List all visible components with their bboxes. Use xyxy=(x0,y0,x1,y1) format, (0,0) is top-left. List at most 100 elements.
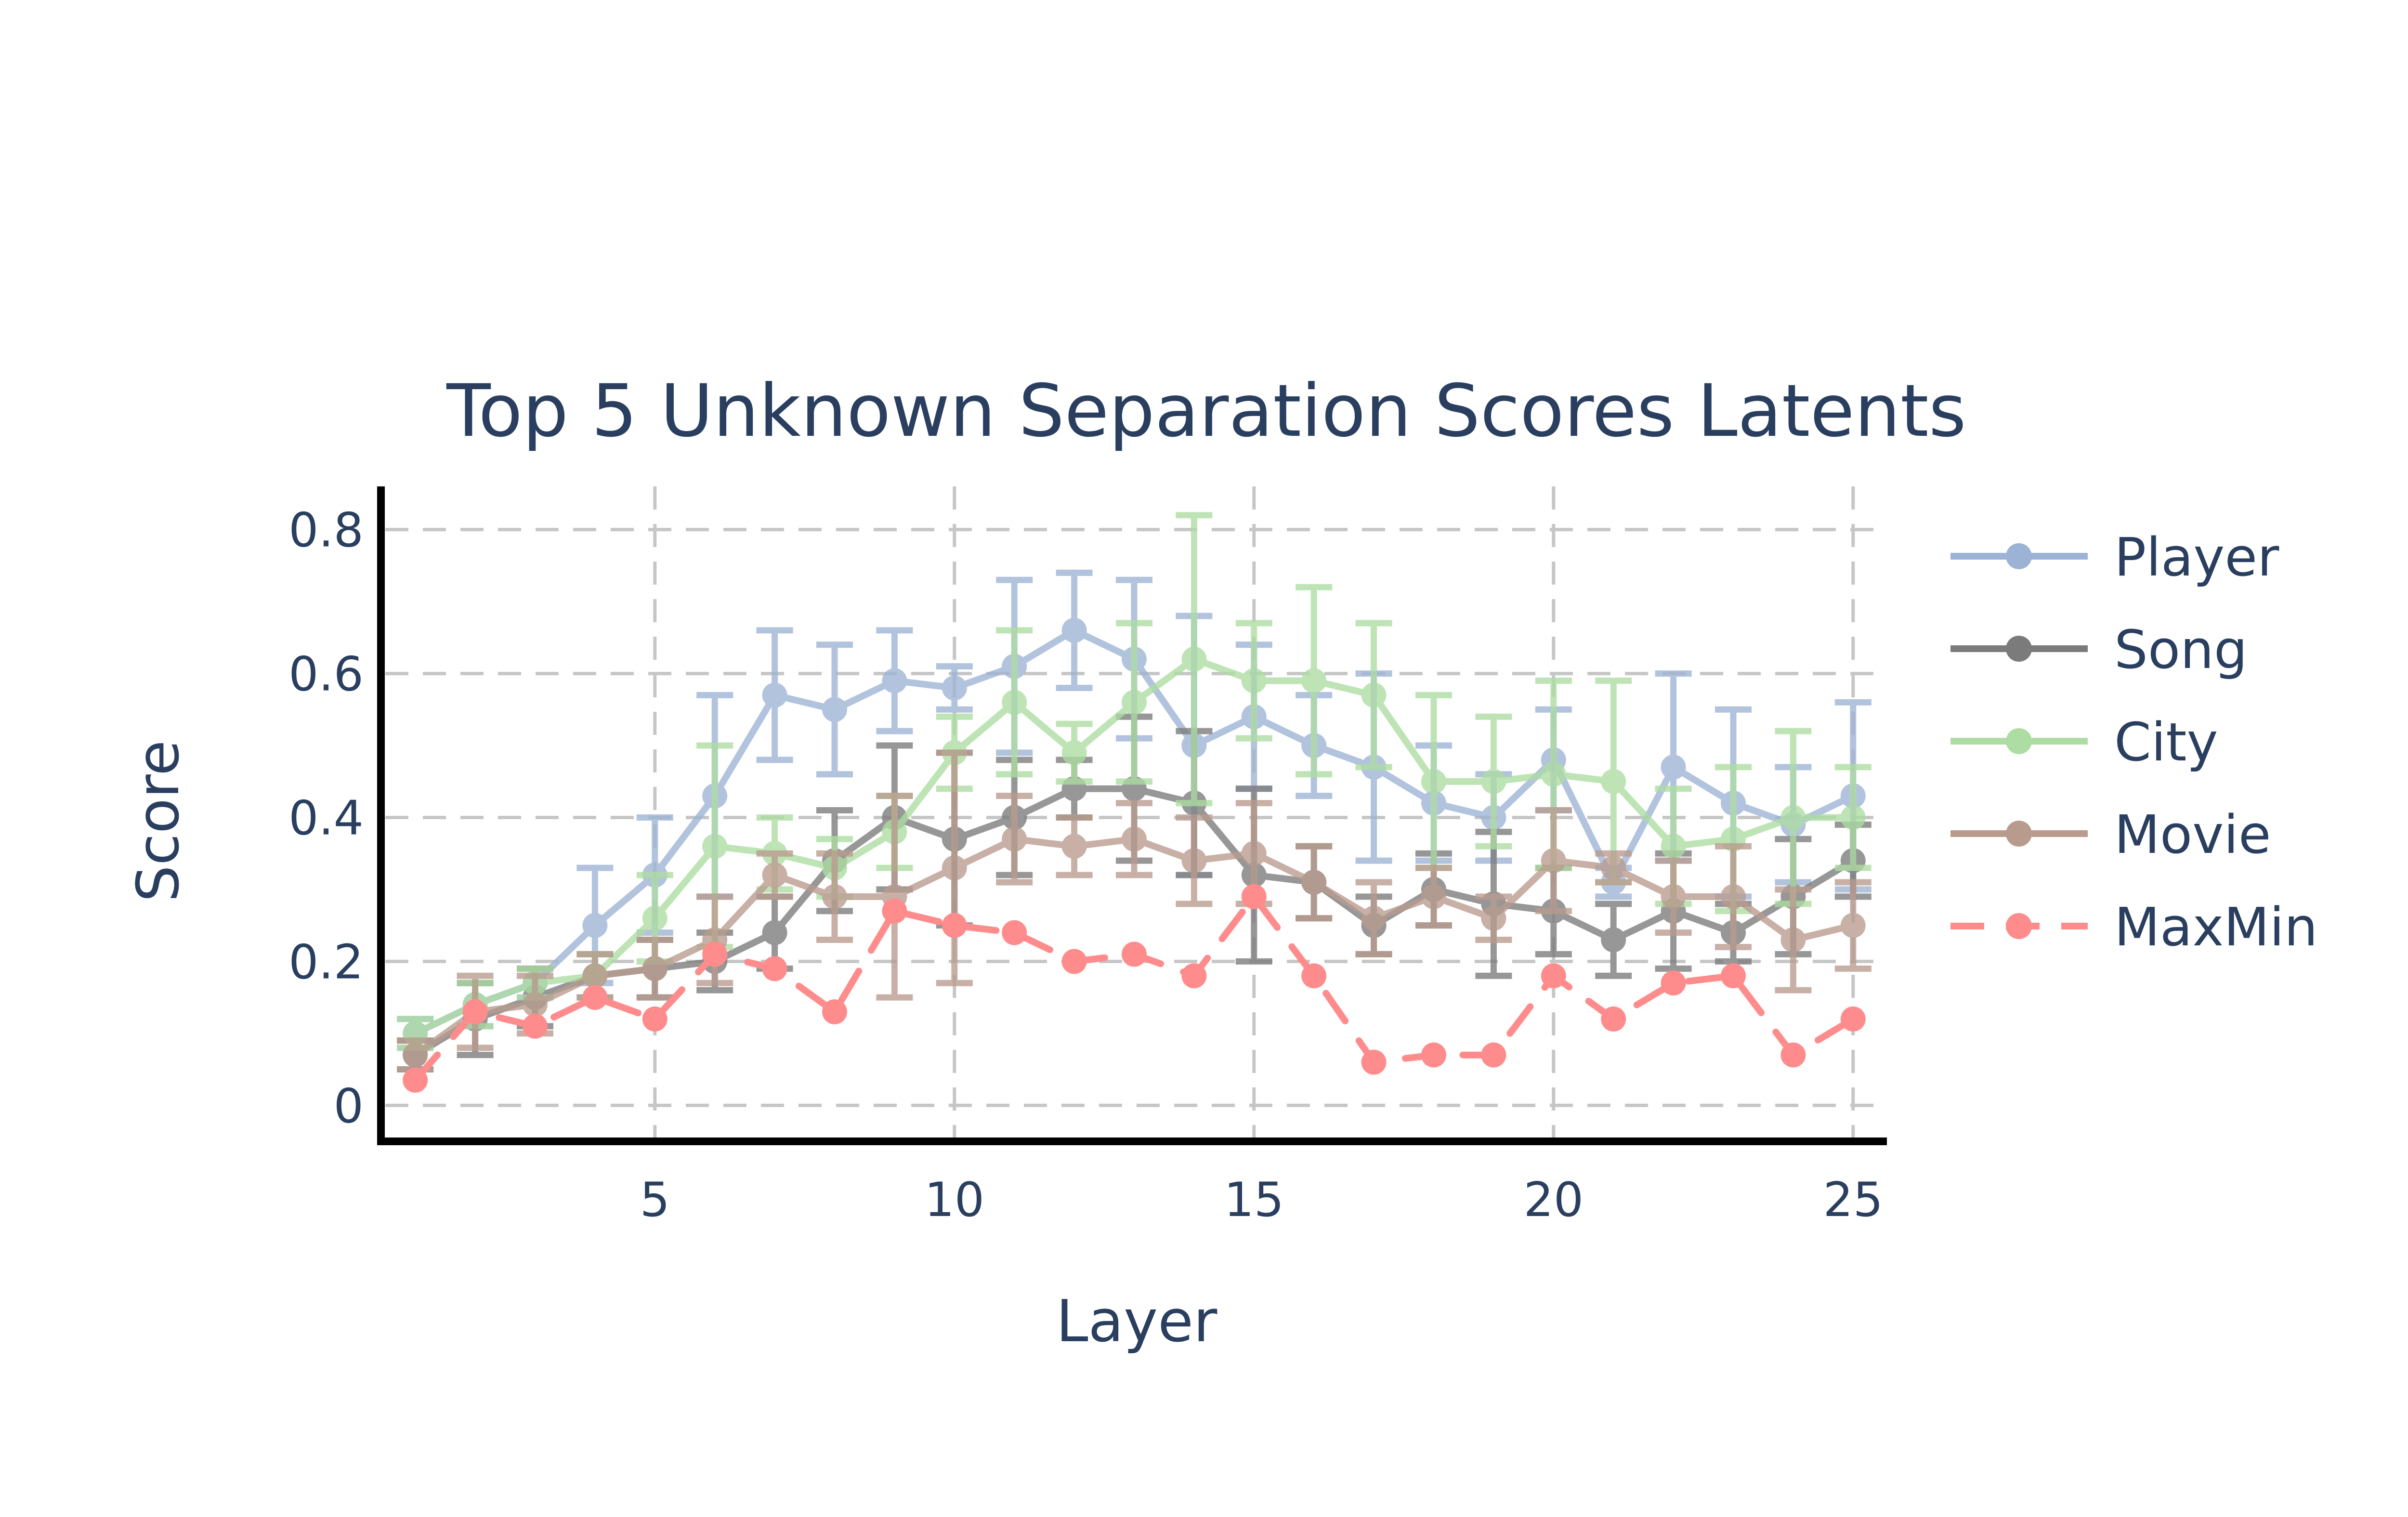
data-point xyxy=(1002,690,1027,715)
series-layer xyxy=(397,512,1871,1093)
y-tick-label: 0.2 xyxy=(288,935,364,990)
data-point xyxy=(642,1006,667,1032)
y-tick-label: 0.6 xyxy=(288,647,364,702)
series-movie xyxy=(397,749,1871,1073)
data-point xyxy=(1661,884,1686,909)
legend-swatch-marker xyxy=(2006,636,2032,662)
data-point xyxy=(1002,826,1027,852)
data-point xyxy=(1421,769,1446,794)
data-point xyxy=(1780,1042,1806,1068)
x-tick-label: 25 xyxy=(1823,1173,1883,1228)
data-point xyxy=(942,675,967,701)
data-point xyxy=(1061,834,1087,859)
grid xyxy=(385,486,1883,1141)
series-city xyxy=(397,512,1871,1051)
data-point xyxy=(1661,754,1686,780)
data-point xyxy=(702,834,728,859)
legend-label: Song xyxy=(2114,619,2248,680)
data-point xyxy=(1181,646,1207,672)
data-point xyxy=(1122,826,1147,852)
legend-item-maxmin: MaxMin xyxy=(1950,896,2318,958)
data-point xyxy=(1241,668,1267,693)
legend-item-city: City xyxy=(1950,711,2218,773)
data-point xyxy=(1481,1042,1506,1068)
data-point xyxy=(1361,905,1387,931)
data-point xyxy=(1122,690,1147,715)
data-point xyxy=(403,1042,428,1068)
data-point xyxy=(1241,884,1267,909)
data-point xyxy=(822,697,847,722)
data-point xyxy=(822,884,847,909)
data-point xyxy=(582,963,608,989)
data-point xyxy=(1721,963,1746,989)
data-point xyxy=(1181,963,1207,989)
data-point xyxy=(1601,927,1626,953)
data-point xyxy=(1840,913,1866,938)
data-point xyxy=(1840,805,1866,830)
legend-label: Movie xyxy=(2114,804,2271,865)
legend-label: MaxMin xyxy=(2114,896,2318,958)
chart-title: Top 5 Unknown Separation Scores Latents xyxy=(446,369,1966,453)
data-point xyxy=(1601,769,1626,794)
y-tick-label: 0.4 xyxy=(288,791,364,846)
data-point xyxy=(1661,834,1686,859)
data-point xyxy=(1301,668,1327,693)
legend-swatch-marker xyxy=(2006,543,2032,569)
data-point xyxy=(1721,884,1746,909)
data-point xyxy=(582,913,608,938)
data-point xyxy=(822,999,847,1024)
data-point xyxy=(1301,963,1327,989)
data-point xyxy=(1601,855,1626,881)
x-tick-labels: 5 10 15 20 25 xyxy=(640,1173,1884,1228)
x-tick-label: 10 xyxy=(924,1173,984,1228)
data-point xyxy=(1541,848,1566,874)
data-point xyxy=(882,668,907,693)
data-point xyxy=(1061,617,1087,643)
data-point xyxy=(762,920,787,945)
legend-swatch-marker xyxy=(2006,821,2032,847)
data-point xyxy=(642,905,667,931)
data-point xyxy=(1541,761,1566,787)
data-point xyxy=(882,898,907,924)
x-tick-label: 20 xyxy=(1523,1173,1584,1228)
legend-item-player: Player xyxy=(1950,526,2279,588)
data-point xyxy=(762,682,787,708)
data-point xyxy=(1421,1042,1446,1068)
data-point xyxy=(1780,927,1806,953)
data-point xyxy=(942,913,967,938)
legend-swatch-marker xyxy=(2006,913,2032,939)
legend-swatch-marker xyxy=(2006,728,2032,754)
y-axis-title: Score xyxy=(125,740,192,902)
data-point xyxy=(1361,1049,1387,1075)
y-tick-label: 0.8 xyxy=(288,503,364,558)
data-point xyxy=(1421,884,1446,909)
data-point xyxy=(1002,920,1027,945)
data-point xyxy=(1481,905,1506,931)
data-point xyxy=(1181,848,1207,874)
legend-label: City xyxy=(2114,711,2218,773)
data-point xyxy=(1481,769,1506,794)
data-point xyxy=(942,855,967,881)
data-point xyxy=(582,985,608,1010)
data-point xyxy=(1241,841,1267,866)
data-point xyxy=(1541,963,1566,989)
data-point xyxy=(1780,805,1806,830)
data-point xyxy=(1061,740,1087,765)
x-axis-title: Layer xyxy=(1056,1288,1217,1355)
legend-item-movie: Movie xyxy=(1950,804,2271,865)
x-tick-label: 15 xyxy=(1224,1173,1284,1228)
legend: Player Song City Movie MaxMin xyxy=(1950,526,2318,958)
data-point xyxy=(523,992,548,1018)
data-point xyxy=(1061,949,1087,974)
data-point xyxy=(462,999,488,1024)
series-maxmin xyxy=(403,884,1866,1093)
data-point xyxy=(523,1013,548,1039)
data-point xyxy=(1122,942,1147,967)
x-tick-label: 5 xyxy=(640,1173,670,1228)
y-tick-label: 0 xyxy=(334,1079,364,1134)
data-point xyxy=(1661,970,1686,996)
legend-item-song: Song xyxy=(1950,619,2248,680)
data-point xyxy=(1361,682,1387,708)
